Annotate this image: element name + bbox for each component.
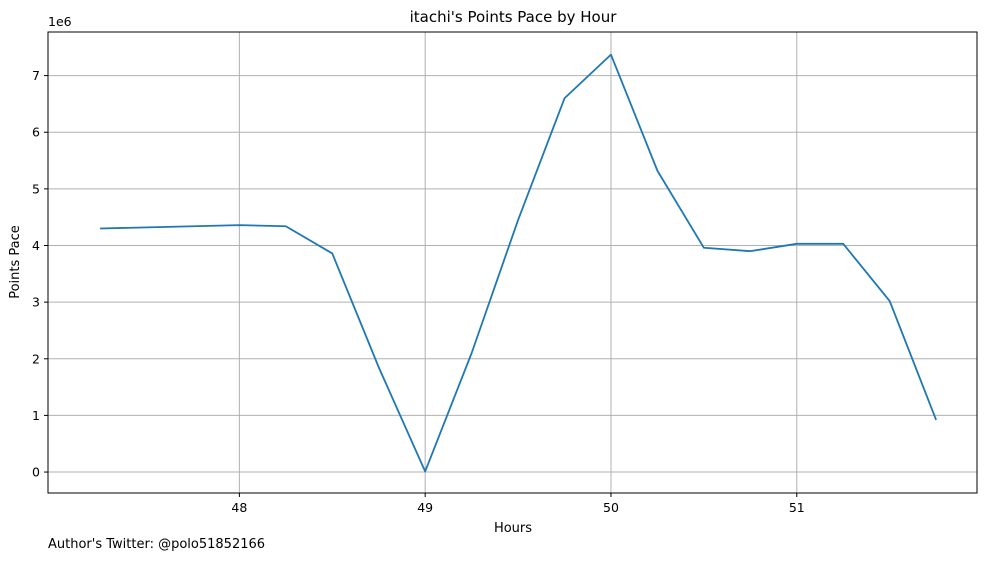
- grid: [48, 32, 977, 493]
- x-axis-label: Hours: [494, 521, 532, 536]
- y-tick-label: 4: [32, 238, 40, 253]
- chart-title: itachi's Points Pace by Hour: [410, 8, 618, 26]
- y-tick-label: 0: [32, 465, 40, 480]
- plot-area-frame: [47, 31, 978, 494]
- y-offset-label: 1e6: [48, 14, 72, 29]
- y-tick-label: 2: [32, 351, 40, 366]
- y-tick-label: 7: [32, 68, 40, 83]
- series-line: [99, 53, 937, 473]
- y-tick-label: 5: [32, 181, 40, 196]
- author-twitter-footer: Author's Twitter: @polo51852166: [48, 537, 266, 552]
- x-tick-label: 51: [789, 500, 805, 515]
- y-tick-label: 1: [32, 408, 40, 423]
- y-axis-label: Points Pace: [8, 225, 23, 299]
- y-tick-label: 3: [32, 295, 40, 310]
- x-tick-label: 48: [231, 500, 247, 515]
- series-layer: [99, 53, 937, 473]
- axis-ticks: 48 49 50 51 0 1 2 3 4 5 6 7: [32, 68, 805, 515]
- y-tick-label: 6: [32, 125, 40, 140]
- x-tick-label: 49: [417, 500, 433, 515]
- x-tick-label: 50: [603, 500, 619, 515]
